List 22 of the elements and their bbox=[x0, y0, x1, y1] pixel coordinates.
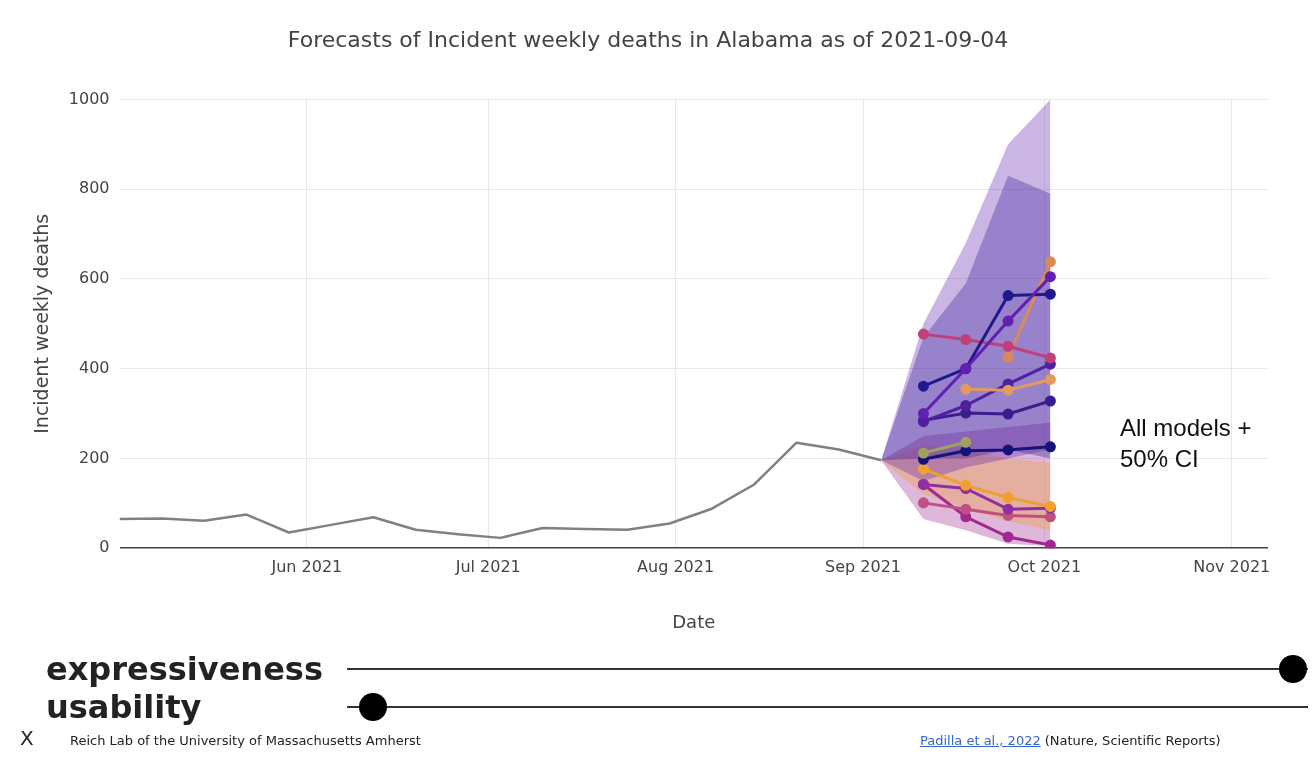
x-tick-label: Oct 2021 bbox=[1007, 556, 1082, 576]
text: Reich Lab of the University of Massachusetts Amherst bbox=[70, 733, 422, 748]
chart-title: Forecasts of Incident weekly deaths in Alabama as of 2021-09-04 bbox=[287, 26, 1009, 52]
y-tick-label: 1000 bbox=[68, 88, 110, 108]
x-tick-label: Sep 2021 bbox=[825, 556, 901, 576]
text: X bbox=[19, 726, 35, 750]
annotation: All models + 50% CI bbox=[1120, 413, 1253, 474]
text: usability bbox=[45, 688, 203, 726]
y-tick-label: 0 bbox=[99, 537, 110, 557]
text: expressiveness bbox=[45, 650, 324, 688]
x-axis-title: Date bbox=[672, 610, 716, 632]
y-tick-label: 600 bbox=[78, 268, 110, 288]
x-tick-label: Jul 2021 bbox=[454, 556, 521, 576]
y-tick-label: 200 bbox=[78, 447, 110, 467]
text: Padilla et al., 2022 bbox=[920, 733, 1041, 748]
x-tick-label: Jun 2021 bbox=[270, 556, 343, 576]
y-tick-label: 400 bbox=[78, 357, 110, 377]
x-tick-label: Aug 2021 bbox=[637, 556, 715, 576]
y-tick-label: 800 bbox=[78, 178, 110, 198]
text: (Nature, Scientific Reports) bbox=[1044, 733, 1221, 748]
x-tick-label: Nov 2021 bbox=[1193, 556, 1271, 576]
y-axis-title: Incident weekly deaths bbox=[30, 213, 53, 434]
